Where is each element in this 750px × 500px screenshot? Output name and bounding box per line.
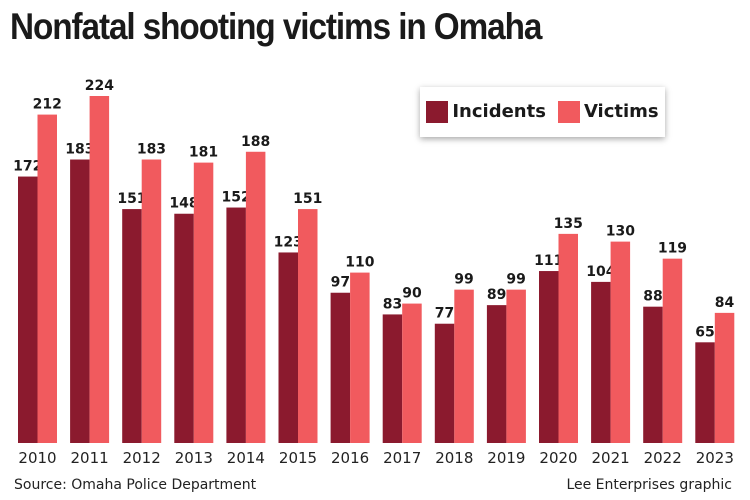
data-label-victims-2017: 90 — [402, 286, 422, 302]
data-label-incidents-2017: 83 — [383, 296, 402, 312]
chart-title: Nonfatal shooting victims in Omaha — [10, 6, 542, 47]
data-label-incidents-2018: 77 — [435, 306, 454, 322]
bar-incidents-2021 — [591, 281, 611, 443]
x-tick-label: 2023 — [696, 449, 734, 467]
data-label-incidents-2010: 172 — [13, 159, 42, 175]
bar-victims-2021 — [610, 241, 631, 443]
legend-label-incidents: Incidents — [452, 101, 546, 122]
data-label-victims-2018: 99 — [454, 272, 473, 288]
bar-victims-2016 — [350, 272, 370, 443]
legend-swatch-incidents — [426, 101, 449, 123]
data-label-incidents-2023: 65 — [695, 324, 714, 340]
legend-swatch-victims — [557, 101, 580, 123]
data-label-victims-2023: 84 — [715, 295, 735, 311]
x-tick-label: 2010 — [18, 449, 56, 467]
x-tick-label: 2022 — [644, 449, 682, 467]
bar-victims-2014 — [245, 151, 266, 443]
bar-incidents-2015 — [278, 252, 298, 443]
data-label-victims-2015: 151 — [293, 191, 322, 207]
credit-note: Lee Enterprises graphic — [566, 477, 732, 493]
bar-victims-2010 — [37, 114, 57, 443]
bar-incidents-2013 — [174, 213, 194, 443]
x-tick-label: 2015 — [279, 449, 317, 467]
source-note: Source: Omaha Police Department — [14, 477, 257, 493]
bar-incidents-2010 — [18, 176, 38, 443]
bar-victims-2022 — [662, 258, 683, 443]
data-label-incidents-2016: 97 — [331, 275, 350, 291]
data-label-victims-2013: 181 — [189, 145, 218, 161]
x-tick-label: 2012 — [123, 449, 161, 467]
data-label-incidents-2013: 148 — [169, 196, 198, 212]
data-label-victims-2022: 119 — [658, 241, 687, 257]
x-tick-label: 2020 — [539, 449, 577, 467]
bar-victims-2017 — [402, 303, 422, 443]
bar-victims-2011 — [89, 96, 110, 443]
bar-incidents-2018 — [434, 323, 455, 443]
bar-incidents-2011 — [70, 159, 90, 443]
data-label-victims-2011: 224 — [85, 78, 114, 94]
x-tick-label: 2018 — [435, 449, 473, 467]
legend-item-victims: Victims — [557, 101, 659, 123]
bar-victims-2018 — [454, 289, 474, 443]
x-tick-label: 2021 — [592, 449, 630, 467]
data-label-incidents-2015: 123 — [274, 234, 303, 250]
data-label-victims-2019: 99 — [506, 272, 525, 288]
data-label-incidents-2019: 89 — [487, 287, 506, 303]
bar-incidents-2022 — [643, 306, 663, 443]
x-tick-label: 2017 — [383, 449, 421, 467]
data-label-incidents-2011: 183 — [65, 142, 94, 158]
data-label-victims-2020: 135 — [554, 216, 583, 232]
bar-incidents-2023 — [695, 342, 715, 443]
data-label-victims-2014: 188 — [241, 134, 270, 150]
bar-incidents-2016 — [330, 292, 351, 443]
bar-incidents-2012 — [122, 209, 142, 443]
legend-item-incidents: Incidents — [426, 101, 546, 123]
bar-victims-2012 — [141, 159, 162, 443]
bar-incidents-2020 — [539, 271, 559, 443]
legend-label-victims: Victims — [583, 101, 659, 122]
bar-victims-2023 — [714, 312, 735, 443]
bar-incidents-2017 — [382, 314, 403, 443]
data-label-victims-2010: 212 — [33, 97, 62, 113]
x-tick-label: 2014 — [227, 449, 265, 467]
data-label-incidents-2014: 152 — [222, 190, 251, 206]
data-label-incidents-2021: 104 — [586, 264, 615, 280]
bar-incidents-2019 — [486, 305, 507, 443]
x-tick-label: 2011 — [71, 449, 109, 467]
bar-victims-2019 — [506, 289, 526, 443]
data-label-incidents-2020: 111 — [534, 253, 563, 269]
bar-victims-2020 — [558, 233, 578, 443]
x-tick-label: 2016 — [331, 449, 369, 467]
x-tick-label: 2019 — [487, 449, 525, 467]
bar-victims-2015 — [298, 209, 318, 443]
data-label-incidents-2022: 88 — [643, 289, 662, 305]
data-label-victims-2012: 183 — [137, 142, 166, 158]
data-label-victims-2021: 130 — [606, 224, 635, 240]
data-label-incidents-2012: 151 — [117, 191, 146, 207]
x-tick-label: 2013 — [175, 449, 213, 467]
data-label-victims-2016: 110 — [345, 255, 374, 271]
legend: Incidents Victims — [420, 87, 665, 137]
bar-victims-2013 — [193, 162, 214, 443]
bar-incidents-2014 — [226, 207, 246, 443]
